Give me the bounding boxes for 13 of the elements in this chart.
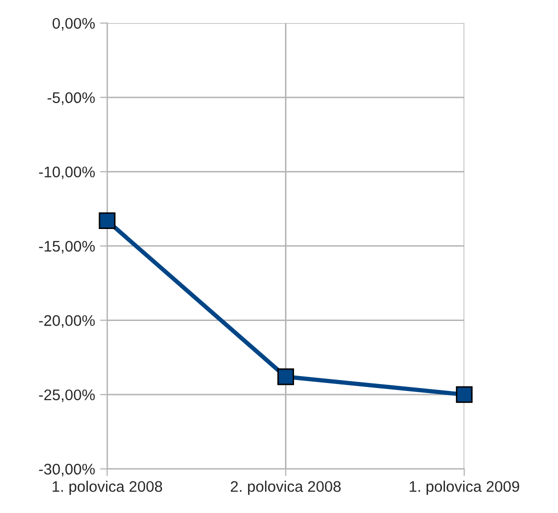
y-tick-label: -15,00% — [39, 240, 95, 254]
x-tick-label: 2. polovica 2008 — [230, 480, 341, 495]
y-tick-label: -25,00% — [39, 389, 95, 402]
point — [98, 212, 116, 230]
point — [456, 386, 473, 403]
x-tick-label: 1. polovica 2009 — [410, 480, 520, 495]
x-tick-label: 1. polovica 2008 — [52, 480, 162, 495]
y-tick-label: -30,00% — [39, 464, 95, 476]
y-tick-label: 0,00% — [52, 18, 95, 31]
y-tick-label: -20,00% — [39, 315, 95, 328]
y-tick-label: -10,00% — [39, 166, 95, 180]
point — [277, 368, 294, 386]
y-tick-label: -5,00% — [48, 92, 95, 105]
